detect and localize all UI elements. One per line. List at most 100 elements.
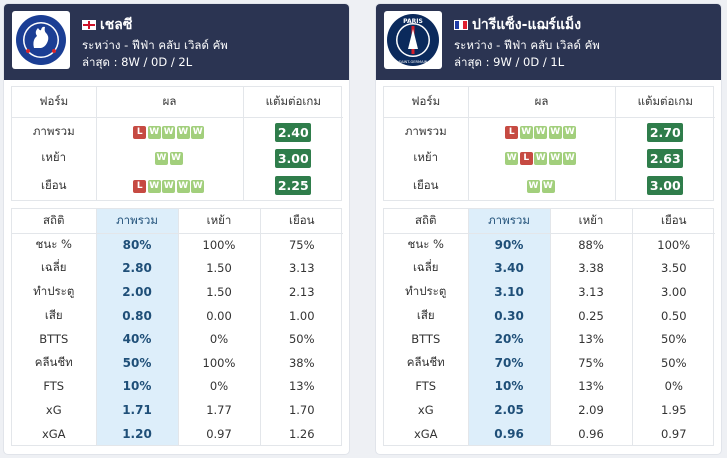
stat-home: 1.77 <box>177 398 260 422</box>
win-badge[interactable]: W <box>176 126 190 139</box>
ppg-cell: 2.40 <box>242 117 343 145</box>
loss-badge[interactable]: L <box>133 179 147 193</box>
stat-overall: 50% <box>95 350 178 375</box>
ppg-badge: 3.00 <box>275 148 312 168</box>
stat-overall: 2.80 <box>95 256 178 281</box>
ppg-cell: 3.00 <box>614 172 715 200</box>
stat-overall: 2.05 <box>467 398 550 422</box>
stat-label: xGA <box>41 426 66 441</box>
stats-row: BTTS 40% 0% 50% <box>12 327 343 351</box>
form-row: เยือน L W W W W 2.25 <box>12 172 343 200</box>
stat-home: 100% <box>177 350 260 375</box>
ppg-badge: 2.63 <box>647 148 684 168</box>
loss-badge[interactable]: L <box>519 152 533 166</box>
win-badge[interactable]: W <box>534 126 548 139</box>
ppg-cell: 3.00 <box>242 144 343 172</box>
stat-label: BTTS <box>39 332 69 347</box>
competition-label: ระหว่าง - ฟีฟ่า คลับ เวิลด์ คัพ <box>82 38 228 52</box>
stats-row: ชนะ % 80% 100% 75% <box>12 233 343 257</box>
stat-label: คลีนชีท <box>406 354 445 369</box>
stat-overall: 1.71 <box>95 398 178 422</box>
win-badge[interactable]: W <box>169 152 183 166</box>
loss-badge[interactable]: L <box>505 126 519 139</box>
team-card-chelsea: เชลซี ระหว่าง - ฟีฟ่า คลับ เวิลด์ คัพ ล่… <box>4 4 349 454</box>
win-badge[interactable]: W <box>527 179 540 193</box>
stat-home: 0.25 <box>549 303 632 328</box>
form-table: ฟอร์ม ผล แต้มต่อเกม ภาพรวม L W W W W 2.40 เหย้า… <box>11 86 343 201</box>
overall-header: ภาพรวม <box>95 209 178 234</box>
stat-overall: 40% <box>95 327 178 351</box>
stat-overall: 90% <box>467 233 550 257</box>
stat-overall: 3.40 <box>467 256 550 281</box>
stats-row: FTS 10% 0% 13% <box>12 374 343 399</box>
stat-away: 50% <box>631 350 715 375</box>
ppg-badge: 2.40 <box>275 122 312 142</box>
psg-crest-icon: PARIS SAINT-GERMAIN <box>384 11 442 69</box>
win-badge[interactable]: W <box>191 126 205 139</box>
stat-label: ชนะ % <box>407 237 444 252</box>
win-badge[interactable]: W <box>548 152 562 166</box>
stat-label: BTTS <box>411 332 441 347</box>
win-badge[interactable]: W <box>191 179 205 193</box>
stat-home: 100% <box>177 233 260 257</box>
win-badge[interactable]: W <box>162 179 176 193</box>
stat-home: 3.13 <box>549 280 632 304</box>
stat-overall: 0.30 <box>467 303 550 328</box>
loss-badge[interactable]: L <box>133 126 147 139</box>
team-name[interactable]: เชลซี <box>82 14 132 36</box>
stat-overall: 70% <box>467 350 550 375</box>
win-badge[interactable]: W <box>519 126 533 139</box>
stat-away: 3.00 <box>631 280 715 304</box>
stats-row: คลีนชีท 50% 100% 38% <box>12 350 343 375</box>
form-row-label: เหย้า <box>41 150 67 165</box>
win-badge[interactable]: W <box>548 126 562 139</box>
stats-row: xGA 1.20 0.97 1.26 <box>12 421 343 446</box>
stats-row: ทำประตู 2.00 1.50 2.13 <box>12 280 343 304</box>
stat-home: 0.96 <box>549 421 632 446</box>
chelsea-crest-icon <box>12 11 70 69</box>
win-badge[interactable]: W <box>176 179 190 193</box>
win-badge[interactable]: W <box>541 179 555 193</box>
team-header: PARIS SAINT-GERMAIN ปารีแซ็ง-แฌร์แม็ง ระ… <box>376 4 721 80</box>
stat-label: ทำประตู <box>33 283 75 298</box>
win-badge[interactable]: W <box>534 152 548 166</box>
stats-row: เฉลี่ย 2.80 1.50 3.13 <box>12 256 343 281</box>
form-row-label: ภาพรวม <box>32 124 75 138</box>
team-name-text[interactable]: ปารีแซ็ง-แฌร์แม็ง <box>472 17 582 33</box>
win-badge[interactable]: W <box>563 152 577 166</box>
stat-label: เฉลี่ย <box>40 260 67 275</box>
stat-header: สถิติ <box>384 209 468 234</box>
stat-overall: 20% <box>467 327 550 351</box>
stat-home: 88% <box>549 233 632 257</box>
win-badge[interactable]: W <box>155 152 168 166</box>
stats-row: FTS 10% 13% 0% <box>384 374 715 399</box>
stats-row: xG 2.05 2.09 1.95 <box>384 398 715 422</box>
stats-row: BTTS 20% 13% 50% <box>384 327 715 351</box>
stat-away: 100% <box>631 233 715 257</box>
win-badge[interactable]: W <box>505 152 519 166</box>
win-badge[interactable]: W <box>162 126 176 139</box>
stat-away: 0.97 <box>631 421 715 446</box>
team-name[interactable]: ปารีแซ็ง-แฌร์แม็ง <box>454 14 581 36</box>
stat-away: 0.50 <box>631 303 715 328</box>
stat-overall: 10% <box>467 374 550 399</box>
recent-record: ล่าสุด : 9W / 0D / 1L <box>454 55 565 69</box>
stat-away: 50% <box>259 327 343 351</box>
win-badge[interactable]: W <box>563 126 577 139</box>
form-table: ฟอร์ม ผล แต้มต่อเกม ภาพรวม L W W W W 2.70 เหย้า… <box>383 86 715 201</box>
stats-row: คลีนชีท 70% 75% 50% <box>384 350 715 375</box>
stats-row: เสีย 0.30 0.25 0.50 <box>384 303 715 328</box>
stat-away: 1.00 <box>259 303 343 328</box>
win-badge[interactable]: W <box>147 126 161 139</box>
team-name-text[interactable]: เชลซี <box>100 17 133 33</box>
stat-label: เสีย <box>416 307 435 322</box>
stat-away: 1.26 <box>259 421 343 446</box>
form-header: ฟอร์ม <box>12 87 96 118</box>
win-badge[interactable]: W <box>147 179 161 193</box>
ppg-badge: 2.70 <box>647 122 684 142</box>
team-card-psg: PARIS SAINT-GERMAIN ปารีแซ็ง-แฌร์แม็ง ระ… <box>376 4 721 454</box>
stat-away: 1.95 <box>631 398 715 422</box>
